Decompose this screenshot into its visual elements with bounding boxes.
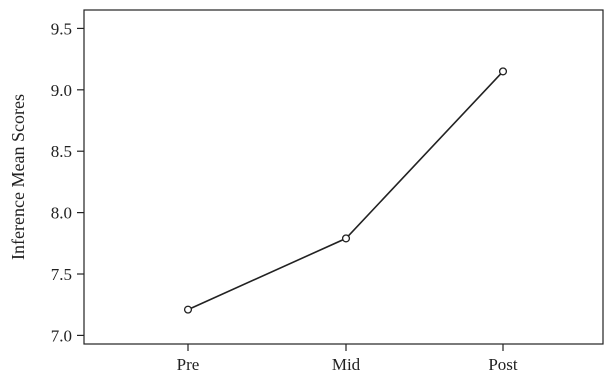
y-tick-label: 8.5: [51, 142, 72, 161]
y-tick-label: 9.5: [51, 19, 72, 38]
x-tick-label: Mid: [332, 355, 361, 374]
x-axis: Pre Mid Post: [177, 344, 518, 374]
x-tick-label: Post: [488, 355, 518, 374]
x-tick-label: Pre: [177, 355, 200, 374]
y-tick-label: 8.0: [51, 204, 72, 223]
y-tick-label: 7.5: [51, 265, 72, 284]
y-axis-title: Inference Mean Scores: [8, 94, 28, 260]
y-tick-label: 9.0: [51, 81, 72, 100]
y-axis: 7.0 7.5 8.0 8.5 9.0 9.5: [51, 19, 84, 345]
data-point: [183, 305, 193, 314]
data-point: [498, 67, 508, 76]
y-tick-label: 7.0: [51, 326, 72, 345]
plot-frame: [83, 9, 604, 345]
data-point: [341, 234, 351, 243]
data-markers: [183, 67, 508, 314]
series-line: [187, 70, 504, 311]
